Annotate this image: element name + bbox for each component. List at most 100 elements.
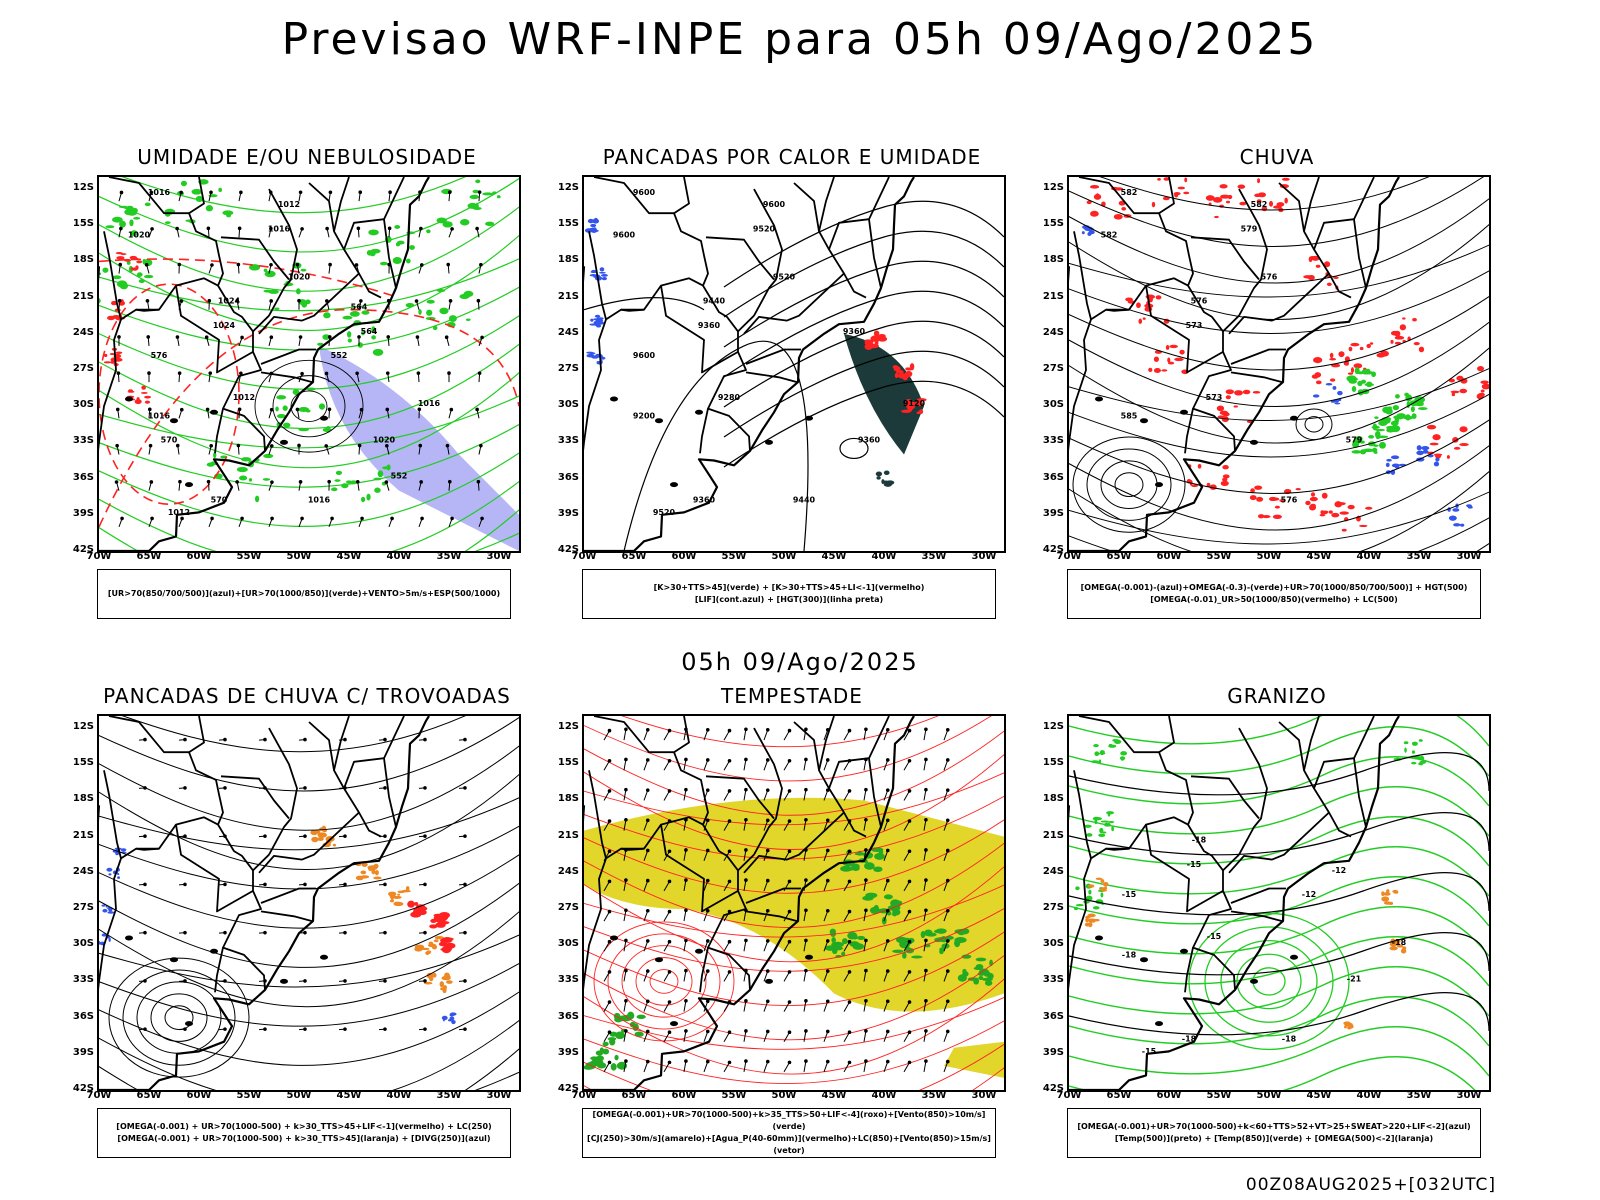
- lat-tick-label: 12S: [1042, 182, 1064, 194]
- legend-line-1: [OMEGA(-0.001)+UR>70(1000-500)+k<60+TTS>…: [1077, 1122, 1471, 1131]
- lat-tick-label: 36S: [72, 471, 94, 483]
- lat-tick-label: 36S: [557, 471, 579, 483]
- lat-tick-label: 42S: [557, 544, 579, 555]
- lat-tick-label: 15S: [1042, 218, 1064, 230]
- contour-label: 1016: [148, 188, 171, 197]
- lat-tick-label: 30S: [1042, 399, 1064, 411]
- lon-tick-label: 70W: [571, 1090, 597, 1101]
- lat-tick-label: 39S: [1042, 507, 1064, 519]
- lat-tick-label: 24S: [1042, 865, 1064, 877]
- contour-label: -21: [1347, 974, 1362, 983]
- legend-line-2: [OMEGA(-0.01)_UR>50(1000/850)(vermelho) …: [1150, 595, 1398, 604]
- lon-tick-label: 40W: [871, 551, 897, 562]
- lon-tick-label: 70W: [1056, 1090, 1082, 1101]
- lat-tick-label: 33S: [72, 435, 94, 447]
- contour-label: 1012: [233, 393, 255, 402]
- lat-tick-label: 18S: [557, 254, 579, 266]
- lat-tick-label: 21S: [557, 829, 579, 841]
- panel-legend: [OMEGA(-0.001)+UR>70(1000-500)+k>35_TTS>…: [582, 1108, 996, 1158]
- lon-tick-label: 65W: [621, 551, 647, 562]
- panel-title: CHUVA: [1239, 145, 1315, 169]
- contour-label: 9440: [703, 297, 726, 306]
- map-area: [582, 714, 1006, 1092]
- contour-label: 1016: [268, 224, 291, 233]
- lat-tick-label: 30S: [557, 938, 579, 950]
- lat-tick-label: 18S: [1042, 254, 1064, 266]
- lat-tick-label: 15S: [557, 757, 579, 769]
- map-area: -18 -15 -15 -18 -21 -18 -15 -18 -18 -15 -12 -12: [1067, 714, 1491, 1092]
- legend-line-1: [UR>70(850/700/500)](azul)+[UR>70(1000/8…: [107, 589, 501, 598]
- legend-line-1: [OMEGA(-0.001) + UR>70(1000-500) + k>30_…: [116, 1122, 492, 1131]
- contour-label: 579: [1346, 435, 1363, 444]
- lon-tick-label: 70W: [86, 1090, 112, 1101]
- lon-tick-label: 45W: [1306, 551, 1332, 562]
- contour-label: -15: [1142, 1047, 1157, 1056]
- lon-tick-label: 65W: [136, 551, 162, 562]
- lat-tick-label: 33S: [1042, 974, 1064, 986]
- panel-title: GRANIZO: [1227, 684, 1327, 708]
- contour-label: 585: [1121, 411, 1138, 420]
- panel-title: TEMPESTADE: [721, 684, 863, 708]
- contour-label: 582: [1251, 200, 1268, 209]
- contour-label: -18: [1192, 836, 1207, 845]
- lat-tick-label: 39S: [557, 507, 579, 519]
- lat-tick-label: 39S: [72, 1046, 94, 1058]
- legend-line-2: [LIF](cont.azul) + [HGT(300)](linha pret…: [694, 595, 884, 604]
- lon-tick-label: 35W: [1406, 551, 1432, 562]
- contour-label: -18: [1182, 1035, 1197, 1044]
- contour-label: -18: [1282, 1035, 1297, 1044]
- contour-label: 1020: [128, 230, 151, 239]
- lon-tick-label: 60W: [1156, 551, 1182, 562]
- lat-tick-label: 12S: [557, 182, 579, 194]
- contour-label: 573: [1186, 321, 1203, 330]
- lat-tick-label: 21S: [1042, 290, 1064, 302]
- contour-label: 576: [1191, 297, 1208, 306]
- lon-tick-label: 50W: [771, 551, 797, 562]
- contour-label: 1016: [148, 411, 171, 420]
- panel-legend: [OMEGA(-0.001) + UR>70(1000-500) + k>30_…: [97, 1108, 511, 1158]
- lat-tick-label: 42S: [1042, 544, 1064, 555]
- contour-label: 576: [151, 351, 168, 360]
- lat-tick-label: 27S: [557, 902, 579, 914]
- panel-chuva: CHUVA 582 582 582 579 576 576 573 573 585 579 576 12…: [970, 145, 1491, 635]
- lon-tick-label: 55W: [236, 551, 262, 562]
- lon-tick-label: 30W: [1456, 1090, 1482, 1101]
- lon-tick-label: 35W: [1406, 1090, 1432, 1101]
- lat-tick-label: 24S: [557, 865, 579, 877]
- legend-line-1: [OMEGA(-0.001)-(azul)+OMEGA(-0.3)-(verde…: [1080, 583, 1468, 592]
- contour-label: -15: [1122, 890, 1137, 899]
- lon-tick-label: 40W: [871, 1090, 897, 1101]
- lat-tick-label: 30S: [1042, 938, 1064, 950]
- contour-label: 1020: [373, 435, 396, 444]
- lon-tick-label: 65W: [136, 1090, 162, 1101]
- lat-tick-label: 36S: [557, 1010, 579, 1022]
- contour-label: -15: [1187, 860, 1202, 869]
- lat-tick-label: 18S: [72, 793, 94, 805]
- lon-tick-label: 70W: [571, 551, 597, 562]
- lon-tick-label: 70W: [1056, 551, 1082, 562]
- lon-tick-label: 65W: [1106, 551, 1132, 562]
- panel-pancadas-trovoadas: PANCADAS DE CHUVA C/ TROVOADAS 12S 15S 18S 2…: [0, 684, 521, 1174]
- panel-legend: [OMEGA(-0.001)-(azul)+OMEGA(-0.3)-(verde…: [1067, 569, 1481, 619]
- lon-tick-label: 40W: [386, 1090, 412, 1101]
- contour-label: 1016: [418, 399, 441, 408]
- contour-label: 9280: [718, 393, 741, 402]
- contour-label: 582: [1101, 230, 1118, 239]
- lat-tick-label: 30S: [72, 938, 94, 950]
- lat-tick-label: 27S: [557, 363, 579, 375]
- contour-label: 9360: [843, 327, 866, 336]
- lon-tick-label: 45W: [1306, 1090, 1332, 1101]
- legend-line-2: [Temp(500)](preto) + [Temp(850)](verde) …: [1114, 1134, 1434, 1143]
- lat-tick-label: 33S: [72, 974, 94, 986]
- contour-label: 9600: [633, 188, 656, 197]
- lon-tick-label: 55W: [721, 1090, 747, 1101]
- legend-line-1: [K>30+TTS>45](verde) + [K>30+TTS>45+LI<-…: [653, 583, 925, 592]
- lat-tick-label: 30S: [557, 399, 579, 411]
- panel-title: PANCADAS DE CHUVA C/ TROVOADAS: [103, 684, 511, 708]
- contour-label: 573: [1206, 393, 1223, 402]
- lon-tick-label: 30W: [971, 551, 997, 562]
- lon-tick-label: 55W: [1206, 551, 1232, 562]
- lat-tick-label: 15S: [72, 218, 94, 230]
- lat-tick-label: 27S: [1042, 363, 1064, 375]
- contour-label: 9520: [753, 224, 776, 233]
